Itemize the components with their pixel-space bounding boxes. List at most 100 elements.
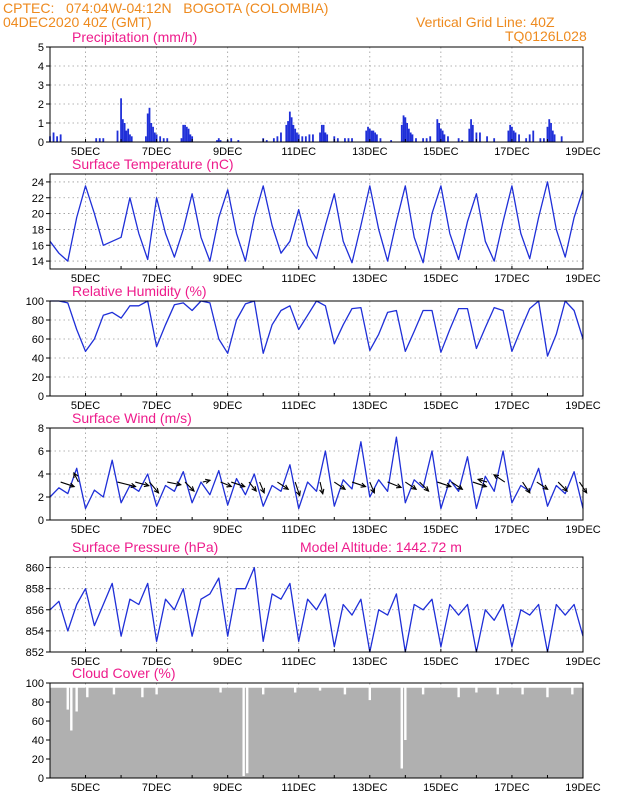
wind-arrow	[557, 481, 569, 492]
temperature-xtick-label: 19DEC	[565, 273, 601, 285]
precipitation-xtick-label: 5DEC	[71, 146, 100, 158]
wind-arrow	[476, 478, 488, 484]
precipitation-ytick-label: 0	[38, 137, 44, 149]
precipitation-bar	[511, 126, 513, 142]
pressure-xtick-label: 7DEC	[142, 656, 171, 668]
wind-arrow	[231, 481, 246, 488]
humidity-xtick-label: 19DEC	[565, 400, 601, 412]
precipitation-bar	[59, 134, 62, 142]
wind-xtick-label: 11DEC	[281, 524, 316, 536]
precipitation-xtick-label: 11DEC	[281, 146, 316, 158]
precipitation-title: Precipitation (mm/h)	[72, 29, 197, 45]
cloud-cover-dip	[293, 687, 297, 693]
precipitation-bar	[180, 138, 183, 142]
pressure-xtick-label: 11DEC	[281, 656, 316, 668]
wind-arrow	[248, 481, 257, 493]
pressure-xtick-label: 17DEC	[494, 656, 530, 668]
temperature-xtick-label: 13DEC	[352, 273, 388, 285]
precipitation-bar	[265, 140, 268, 142]
precipitation-bar	[546, 126, 549, 142]
precipitation-bar	[297, 134, 300, 142]
cloud-cover-ytick-label: 0	[38, 773, 44, 785]
wind-arrow	[167, 481, 182, 487]
precipitation-bar	[336, 138, 339, 142]
precipitation-bar	[219, 140, 222, 142]
precipitation-bar	[324, 132, 327, 142]
precipitation-bar	[368, 128, 371, 142]
humidity-xtick-label: 13DEC	[352, 400, 388, 412]
wind-arrow	[259, 481, 265, 495]
precipitation-bar	[130, 136, 133, 142]
cloud-cover-ytick-label: 100	[26, 678, 44, 690]
cloud-cover-dip	[400, 687, 403, 769]
precipitation-bar	[470, 119, 472, 142]
wind-arrow	[522, 481, 531, 494]
precipitation-bar	[525, 138, 528, 142]
wind-xtick-label: 17DEC	[494, 524, 530, 536]
cloud-cover-ytick-label: 80	[32, 697, 44, 709]
precipitation-bar	[159, 136, 162, 142]
precipitation-bar	[439, 128, 442, 142]
cloud-cover-xtick-label: 5DEC	[71, 782, 100, 794]
precipitation-bar	[347, 138, 350, 142]
precipitation-bar	[441, 130, 444, 142]
precipitation-bar	[351, 138, 353, 142]
wind-arrow	[405, 481, 418, 490]
wind-arrow	[220, 481, 233, 488]
precipitation-bar	[402, 115, 405, 142]
wind-xtick-label: 5DEC	[71, 524, 100, 536]
precipitation-bar	[471, 124, 474, 142]
pressure-xtick-label: 13DEC	[352, 656, 388, 668]
temperature-ytick-label: 22	[32, 193, 44, 205]
precipitation-bar	[127, 128, 130, 142]
wind-arrow	[73, 471, 79, 483]
header-station: CPTEC: 074:04W-04:12N BOGOTA (COLOMBIA)	[3, 0, 329, 16]
cloud-cover-dip	[70, 687, 73, 731]
cloud-cover-dip	[141, 687, 144, 698]
humidity-xtick-label: 5DEC	[71, 400, 100, 412]
precipitation-ytick-label: 1	[38, 118, 44, 130]
cloud-cover-xtick-label: 15DEC	[423, 782, 459, 794]
temperature-xtick-label: 7DEC	[142, 273, 171, 285]
precipitation-bar	[95, 138, 98, 142]
precipitation-bar	[294, 128, 297, 142]
precipitation-xtick-label: 15DEC	[423, 146, 459, 158]
temperature-xtick-label: 11DEC	[281, 273, 316, 285]
precipitation-bar	[400, 124, 403, 142]
humidity-xtick-label: 11DEC	[281, 400, 316, 412]
pressure-ytick-label: 852	[26, 647, 44, 659]
humidity-ytick-label: 80	[32, 315, 44, 327]
wind-arrow	[319, 481, 325, 495]
cloud-cover-xtick-label: 17DEC	[494, 782, 530, 794]
wind-ytick-label: 0	[38, 515, 44, 527]
wind-xtick-label: 15DEC	[423, 524, 459, 536]
precipitation-bar	[150, 123, 153, 142]
humidity-ytick-label: 20	[32, 372, 44, 384]
precipitation-bar	[116, 130, 119, 142]
precipitation-bar	[407, 128, 410, 142]
wind-arrow	[149, 481, 160, 494]
precipitation-bar	[326, 134, 329, 142]
temperature-ytick-label: 18	[32, 224, 44, 236]
precipitation-bar	[443, 134, 446, 142]
precipitation-bar	[406, 123, 409, 142]
precipitation-bar	[276, 136, 279, 142]
temperature-ytick-label: 14	[32, 256, 44, 268]
cloud-cover-dip	[421, 687, 425, 695]
precipitation-bar	[287, 121, 289, 142]
pressure-line	[49, 566, 584, 653]
precipitation-ytick-label: 5	[38, 42, 44, 54]
temperature-panel: Surface Temperature (nC) 14 16 18 20 22 24 5DEC…	[32, 156, 601, 285]
cloud-cover-dip	[112, 687, 116, 695]
wind-arrow	[387, 481, 403, 489]
precipitation-ytick-label: 3	[38, 80, 44, 92]
precipitation-bar	[120, 98, 122, 142]
precipitation-bar	[121, 119, 124, 142]
temperature-ytick-label: 20	[32, 209, 44, 221]
wind-arrow	[333, 481, 347, 490]
precipitation-bar	[166, 138, 169, 142]
cloud-cover-dip	[155, 687, 158, 695]
precipitation-bar	[551, 130, 554, 142]
cloud-cover-ytick-label: 40	[32, 735, 44, 747]
precipitation-bar	[344, 138, 346, 142]
